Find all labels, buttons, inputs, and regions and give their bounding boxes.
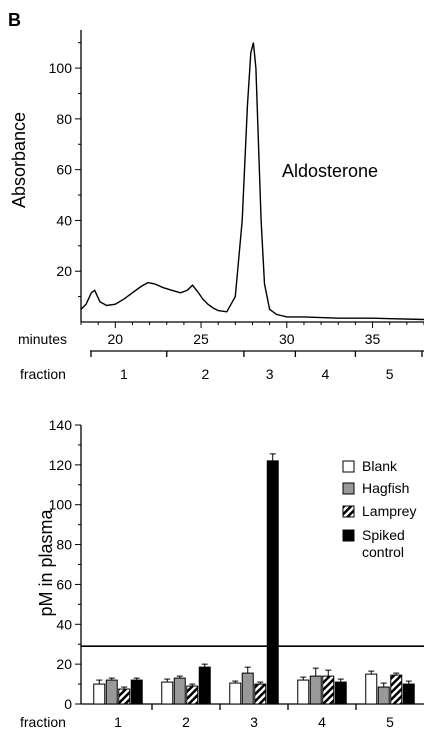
fraction-category-labels: 1 2 3 4 5 — [114, 704, 394, 730]
bar — [365, 673, 378, 705]
bar-chart-y-ticks: 0 20 40 60 80 100 120 140 — [49, 417, 81, 712]
fraction-boundaries: 1 2 3 4 5 — [90, 351, 423, 382]
legend-swatch — [342, 505, 355, 518]
chromatogram-y-axis-title: Absorbance — [9, 112, 29, 208]
minutes-ticks: 20 25 30 35 — [80, 322, 424, 347]
legend-swatch — [342, 482, 355, 495]
legend-label: control — [362, 544, 404, 560]
absorbance-trace — [80, 42, 424, 321]
fraction-label: 3 — [266, 366, 274, 382]
bar — [334, 681, 347, 705]
y-tick-label: 0 — [64, 696, 72, 712]
bar — [105, 679, 118, 705]
bar — [322, 675, 335, 705]
category-label: 3 — [250, 714, 258, 730]
bar — [173, 677, 186, 705]
legend-label: Hagfish — [362, 480, 409, 496]
y-tick-label: 20 — [56, 263, 72, 279]
fraction-label: 5 — [386, 366, 394, 382]
bar-chart-x-axis-label: fraction — [20, 714, 66, 730]
category-label: 1 — [114, 714, 122, 730]
bar-chart-y-axis-title: pM in plasma — [36, 508, 56, 616]
x-tick-label: 35 — [365, 331, 381, 347]
category-label: 4 — [318, 714, 326, 730]
legend-label: Spiked — [362, 527, 405, 543]
bar — [377, 686, 390, 705]
y-tick-label: 140 — [49, 417, 73, 433]
minutes-axis-label: minutes — [18, 331, 67, 347]
bar — [402, 683, 415, 705]
bar — [241, 672, 254, 705]
bar — [390, 674, 403, 705]
bar — [254, 683, 267, 705]
bar — [186, 685, 199, 705]
peak-annotation: Aldosterone — [282, 161, 378, 181]
bar — [229, 682, 242, 705]
x-tick-label: 30 — [279, 331, 295, 347]
y-tick-label: 60 — [56, 162, 72, 178]
bar — [161, 681, 174, 705]
bar — [118, 688, 131, 705]
chromatogram-y-ticks: 20 40 60 80 100 — [49, 42, 81, 298]
bar — [130, 679, 143, 705]
x-tick-label: 20 — [108, 331, 124, 347]
y-tick-label: 120 — [49, 457, 73, 473]
legend-label: Lamprey — [362, 503, 416, 519]
fraction-label: 4 — [321, 366, 329, 382]
y-tick-label: 40 — [56, 212, 72, 228]
bar — [266, 460, 279, 705]
bar — [297, 679, 310, 705]
category-label: 2 — [182, 714, 190, 730]
bar — [198, 666, 211, 705]
legend-swatch — [342, 529, 355, 542]
y-tick-label: 40 — [56, 616, 72, 632]
x-tick-label: 25 — [193, 331, 209, 347]
fraction-axis-label: fraction — [20, 366, 66, 382]
y-tick-label: 20 — [56, 656, 72, 672]
bar-chart-panel: pM in plasma 0 20 40 60 80 100 120 140 Blank Hag… — [20, 417, 424, 730]
bars — [93, 453, 415, 705]
y-tick-label: 60 — [56, 576, 72, 592]
legend-swatch — [342, 460, 355, 473]
bar — [93, 683, 106, 705]
fraction-label: 1 — [120, 366, 128, 382]
y-tick-label: 80 — [56, 111, 72, 127]
fraction-label: 2 — [201, 366, 209, 382]
y-tick-label: 100 — [49, 497, 73, 513]
legend-label: Blank — [362, 458, 398, 474]
y-tick-label: 80 — [56, 537, 72, 553]
panel-label: B — [8, 10, 21, 30]
bar — [309, 675, 322, 705]
category-label: 5 — [386, 714, 394, 730]
y-tick-label: 100 — [49, 60, 73, 76]
